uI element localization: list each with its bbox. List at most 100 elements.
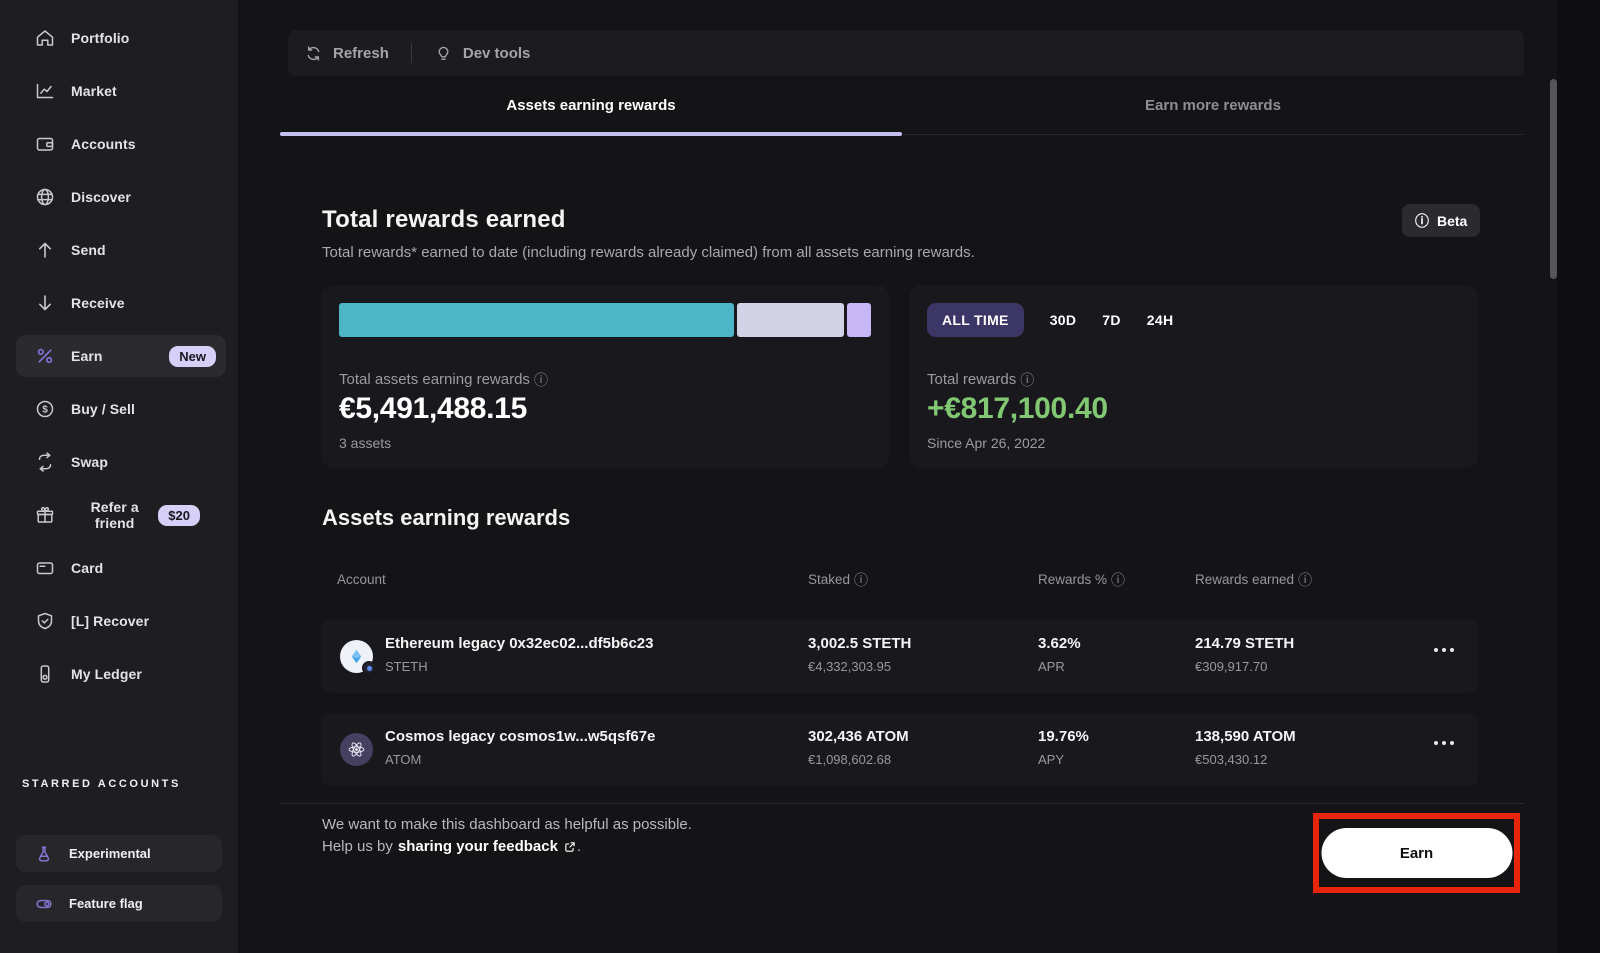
info-icon[interactable]: ⓘ (533, 371, 548, 388)
sidebar-item-card[interactable]: Card (16, 547, 226, 589)
sidebar-item-label: Buy / Sell (71, 401, 136, 417)
sidebar-item-recover[interactable]: [L] Recover (16, 600, 226, 642)
info-icon: ⓘ (1415, 212, 1429, 229)
info-icon[interactable]: ⓘ (854, 571, 869, 588)
dev-tools-label: Dev tools (462, 44, 531, 62)
table-title: Assets earning rewards (322, 505, 571, 530)
svg-text:$: $ (42, 405, 48, 416)
rate-cell: 19.76% APY (1038, 728, 1089, 767)
flask-icon (34, 844, 54, 864)
dev-tools-button[interactable]: Dev tools (434, 44, 531, 63)
column-account: Account (337, 572, 386, 587)
sidebar-nav: Portfolio Market Accounts Discover (0, 0, 238, 695)
sidebar-item-label: My Ledger (71, 666, 142, 682)
feedback-link[interactable]: sharing your feedback (398, 838, 577, 855)
sidebar-item-label: Send (71, 242, 106, 258)
sidebar-item-label: Discover (71, 189, 131, 205)
assets-card-label-text: Total assets earning rewards (339, 371, 530, 388)
sidebar-item-label: Swap (71, 454, 108, 470)
parent-currency-badge (362, 661, 376, 675)
sidebar-item-receive[interactable]: Receive (16, 282, 226, 324)
earned-amount: 214.79 STETH (1195, 635, 1295, 652)
sidebar-item-portfolio[interactable]: Portfolio (16, 17, 226, 59)
staked-fiat: €4,332,303.95 (808, 659, 892, 674)
staked-cell: 302,436 ATOM €1,098,602.68 (808, 728, 909, 767)
new-badge: New (169, 345, 216, 367)
sidebar-item-my-ledger[interactable]: My Ledger (16, 653, 226, 695)
total-assets-amount: €5,491,488.15 (339, 392, 527, 425)
feature-flag-button[interactable]: Feature flag (16, 885, 222, 922)
info-icon[interactable]: ⓘ (1111, 571, 1126, 588)
tab-bar: Assets earning rewards Earn more rewards (280, 77, 1524, 136)
sidebar-item-earn[interactable]: Earn New (16, 335, 226, 377)
filter-30d[interactable]: 30D (1049, 312, 1077, 328)
info-icon[interactable]: ⓘ (1020, 371, 1035, 388)
filter-all-time[interactable]: ALL TIME (927, 303, 1024, 337)
ledger-device-icon (34, 663, 56, 685)
page-title: Total rewards earned (322, 206, 566, 233)
bar-segment-asset-2 (737, 303, 844, 337)
column-rewards-earned-label: Rewards earned (1195, 572, 1295, 587)
beta-badge: ⓘ Beta (1402, 204, 1481, 237)
atom-icon (340, 733, 373, 766)
arrow-up-icon (34, 239, 56, 261)
earned-cell: 214.79 STETH €309,917.70 (1195, 635, 1294, 674)
sidebar-item-buy-sell[interactable]: $ Buy / Sell (16, 388, 226, 430)
experimental-button[interactable]: Experimental (16, 835, 222, 872)
feedback-text: We want to make this dashboard as helpfu… (322, 816, 692, 833)
feedback-link-label: sharing your feedback (397, 838, 558, 855)
table-row[interactable]: Cosmos legacy cosmos1w...w5qsf67e ATOM 3… (321, 713, 1478, 786)
table-row[interactable]: Ethereum legacy 0x32ec02...df5b6c23 STET… (321, 620, 1478, 693)
sidebar: Portfolio Market Accounts Discover (0, 0, 238, 953)
filter-24h[interactable]: 24H (1146, 312, 1174, 328)
earned-fiat: €503,430.12 (1195, 752, 1268, 767)
rate-type: APR (1038, 659, 1065, 674)
feedback-help-text: Help us by sharing your feedback . (322, 838, 581, 855)
rewards-card-label-text: Total rewards (927, 371, 1017, 388)
assets-distribution-bar (339, 303, 871, 337)
sidebar-item-label: Earn (71, 348, 103, 364)
experimental-label: Experimental (69, 846, 151, 861)
assets-count: 3 assets (339, 435, 392, 451)
row-menu-button[interactable] (1434, 741, 1454, 745)
row-menu-button[interactable] (1434, 648, 1454, 652)
assets-card-label: Total assets earning rewards ⓘ (339, 371, 548, 388)
refresh-button[interactable]: Refresh (304, 44, 389, 63)
total-rewards-card: ALL TIME 30D 7D 24H Total rewards ⓘ +€81… (909, 285, 1478, 468)
sidebar-item-send[interactable]: Send (16, 229, 226, 271)
rewards-since: Since Apr 26, 2022 (927, 435, 1046, 451)
staked-fiat: €1,098,602.68 (808, 752, 892, 767)
arrow-down-icon (34, 292, 56, 314)
footer-divider (280, 803, 1524, 804)
sidebar-item-refer-a-friend[interactable]: Refer a friend $20 (16, 494, 226, 536)
column-staked: Staked ⓘ (808, 572, 868, 587)
dollar-circle-icon: $ (34, 398, 56, 420)
chart-line-icon (34, 80, 56, 102)
tab-assets-earning-rewards[interactable]: Assets earning rewards (280, 77, 902, 134)
rewards-card-label: Total rewards ⓘ (927, 371, 1034, 388)
account-name: Cosmos legacy cosmos1w...w5qsf67e (385, 728, 656, 745)
filter-7d[interactable]: 7D (1102, 312, 1121, 328)
account-name: Ethereum legacy 0x32ec02...df5b6c23 (385, 635, 654, 652)
account-cell: Cosmos legacy cosmos1w...w5qsf67e ATOM (385, 728, 655, 767)
sidebar-item-swap[interactable]: Swap (16, 441, 226, 483)
tab-earn-more-rewards[interactable]: Earn more rewards (902, 77, 1524, 134)
column-rewards-pct: Rewards % ⓘ (1038, 572, 1125, 587)
table-header: Account Staked ⓘ Rewards % ⓘ Rewards ear… (321, 572, 1478, 590)
refresh-label: Refresh (333, 44, 389, 62)
shield-check-icon (34, 610, 56, 632)
staked-amount: 3,002.5 STETH (808, 635, 912, 652)
globe-icon (34, 186, 56, 208)
sidebar-item-market[interactable]: Market (16, 70, 226, 112)
info-icon[interactable]: ⓘ (1298, 571, 1313, 588)
earn-button[interactable]: Earn (1321, 828, 1512, 878)
sidebar-item-accounts[interactable]: Accounts (16, 123, 226, 165)
lightbulb-icon (434, 44, 453, 63)
gift-icon (34, 504, 56, 526)
scrollbar-thumb[interactable] (1550, 79, 1557, 279)
sidebar-item-discover[interactable]: Discover (16, 176, 226, 218)
page-subtitle: Total rewards* earned to date (including… (322, 244, 975, 261)
sidebar-item-label: Accounts (71, 136, 136, 152)
account-cell: Ethereum legacy 0x32ec02...df5b6c23 STET… (385, 635, 654, 674)
